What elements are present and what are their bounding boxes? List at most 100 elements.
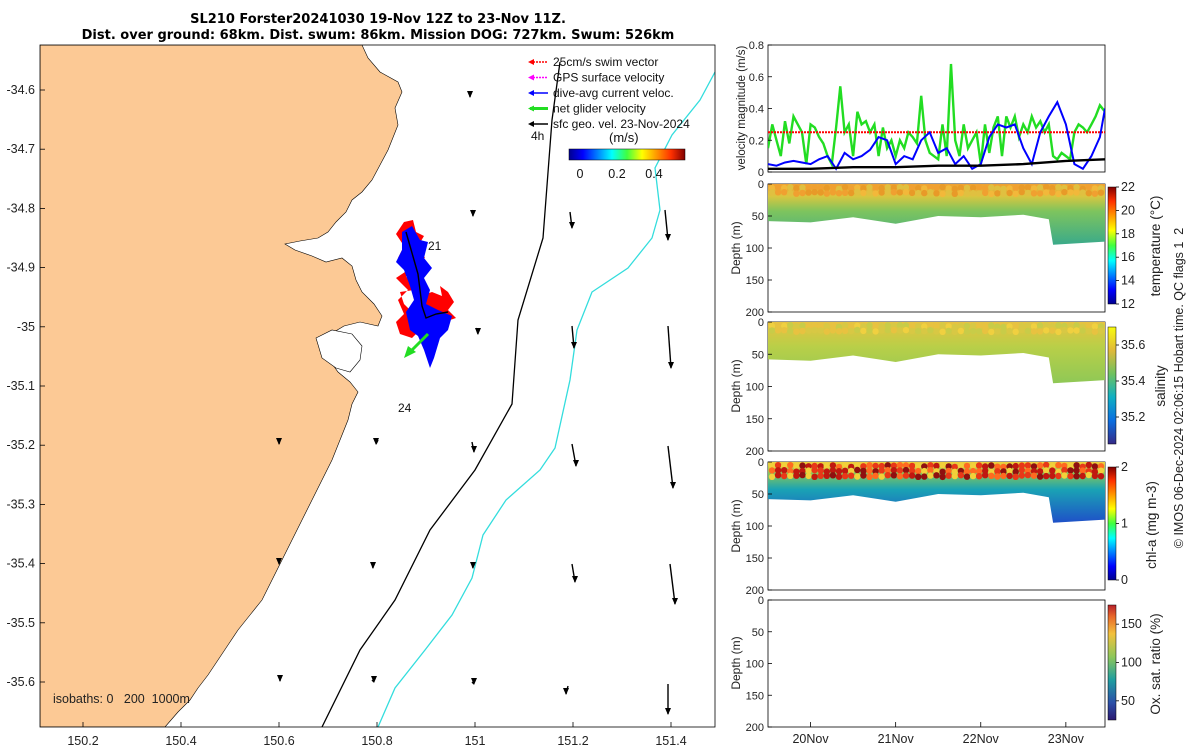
section-sample-dot [805, 189, 812, 196]
geo-velocity-arrowhead [563, 688, 569, 695]
geo-velocity-arrowhead [471, 678, 477, 685]
depth-tick-label: 200 [746, 722, 764, 734]
lat-tick-label: -35 [17, 320, 35, 334]
section-sample-dot [841, 472, 849, 480]
section-sample-dot [872, 190, 879, 197]
section-sample-dot [1000, 190, 1007, 197]
depth-tick-label: 100 [746, 243, 764, 255]
section-sample-dot [975, 184, 983, 191]
section-sample-dot [781, 472, 788, 480]
section-sample-dot [1079, 467, 1086, 474]
chla-colorbar-ticks: 0 1 2 [1116, 460, 1128, 587]
section-sample-dot [1006, 189, 1013, 197]
section-sample-dot [988, 328, 995, 336]
section-sample-dot [1024, 189, 1032, 197]
section-sample-dot [1055, 328, 1062, 336]
section-sample-dot [1000, 463, 1007, 471]
oxygen-panel-bg [767, 599, 1106, 728]
section-sample-dot [1043, 327, 1050, 334]
depth-tick-label: 200 [746, 307, 764, 319]
geo-velocity-arrowhead [670, 482, 676, 489]
section-sample-dot [982, 463, 989, 470]
section-sample-dot [951, 323, 958, 331]
map-lon-ticks: 150.2 150.4 150.6 150.8 151 151.2 151.4 [67, 722, 687, 748]
section-sample-dot [835, 468, 843, 475]
colorbar-tick-label: 12 [1121, 297, 1135, 311]
section-sample-dot [793, 463, 800, 470]
temperature-colorbar-label: temperature (°C) [1148, 196, 1163, 297]
section-sample-dot [1073, 189, 1080, 196]
section-sample-dot [1061, 466, 1068, 474]
section-sample-dot [841, 322, 849, 329]
section-sample-dot [939, 462, 946, 469]
lat-tick-label: -35.5 [7, 616, 36, 630]
section-sample-dot [787, 322, 794, 329]
section-sample-dot [1049, 185, 1056, 192]
legend-arrowhead-swim [528, 59, 534, 65]
lon-tick-label: 151.2 [557, 734, 588, 748]
depth-tick-label: 0 [758, 595, 764, 607]
section-sample-dot [1073, 467, 1080, 474]
section-sample-dot [1097, 473, 1105, 480]
section-sample-dot [908, 462, 916, 470]
legend-arrowhead-gps [528, 74, 534, 81]
section-sample-dot [1097, 185, 1105, 192]
section-sample-dot [774, 462, 782, 469]
section-sample-dot [860, 327, 867, 335]
section-sample-dot [872, 328, 879, 335]
map-lat-ticks: -34.6 -34.7 -34.8 -34.9 -35 -35.1 -35.2 -35.3 -3… [7, 83, 45, 689]
oxygen-yticks: 0 50 100 150 200 [746, 595, 772, 734]
section-sample-dot [811, 466, 818, 474]
section-sample-dot [921, 185, 928, 192]
section-sample-dot [975, 473, 983, 480]
map-legend: 25cm/s swim vector GPS surface velocitydi… [528, 55, 690, 131]
section-sample-dot [994, 185, 1001, 192]
section-sample-dot [1030, 472, 1038, 479]
depth-tick-label: 100 [746, 521, 764, 533]
section-sample-dot [799, 189, 806, 197]
section-sample-dot [1006, 185, 1013, 192]
section-sample-dot [994, 463, 1001, 470]
section-sample-dot [878, 184, 885, 192]
section-sample-dot [866, 462, 873, 469]
chla-colorbar [1107, 466, 1117, 581]
section-sample-dot [1018, 326, 1025, 334]
section-sample-dot [1061, 188, 1068, 196]
section-sample-dot [823, 472, 830, 479]
time-tick-label: 22Nov [963, 732, 1000, 746]
section-sample-dot [872, 184, 879, 192]
section-sample-dot [1030, 185, 1038, 192]
geo-velocity-arrow [667, 445, 674, 489]
section-sample-dot [939, 184, 946, 191]
section-sample-dot [793, 328, 800, 335]
section-sample-dot [969, 472, 977, 480]
salinity-colorbar-label: salinity [1153, 365, 1168, 407]
section-sample-dot [805, 327, 812, 334]
section-sample-dot [1043, 462, 1050, 469]
lat-tick-label: -35.4 [7, 557, 36, 571]
lat-tick-label: -34.9 [7, 261, 36, 275]
section-sample-dot [1036, 468, 1044, 475]
section-sample-dot [829, 184, 837, 191]
temperature-section [768, 184, 1105, 245]
colorbar-tick-label: 100 [1121, 656, 1142, 670]
geo-velocity-arrowhead [371, 676, 377, 683]
section-sample-dot [982, 327, 989, 335]
section-sample-dot [1030, 323, 1038, 330]
section-sample-dot [1049, 467, 1056, 474]
section-sample-dot [787, 462, 794, 469]
lat-tick-label: -34.7 [7, 142, 36, 156]
section-sample-dot [841, 184, 849, 191]
section-sample-dot [908, 322, 916, 330]
section-sample-dot [811, 188, 818, 196]
geo-velocity-arrowhead [370, 562, 376, 569]
section-sample-dot [908, 184, 916, 192]
section-sample-dot [799, 471, 806, 479]
map-colorbar-tick-label: 0 [577, 167, 584, 181]
lat-tick-label: -35.2 [7, 438, 36, 452]
section-sample-dot [768, 462, 776, 470]
section-sample-dot [1067, 189, 1074, 196]
colorbar-unit-label: (m/s) [609, 130, 639, 145]
section-sample-dot [841, 327, 849, 334]
section-sample-dot [835, 473, 843, 480]
